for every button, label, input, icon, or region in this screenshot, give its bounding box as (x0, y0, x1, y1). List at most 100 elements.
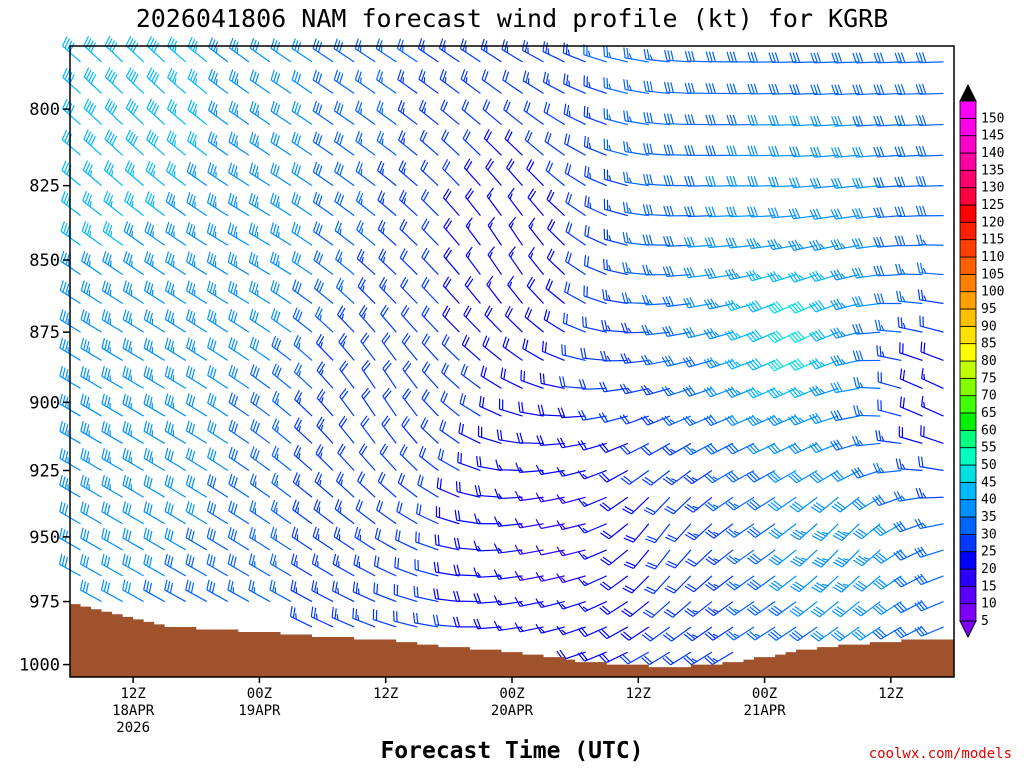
wind-barb (768, 549, 797, 566)
wind-barb (768, 575, 797, 592)
wind-barb (852, 575, 881, 592)
wind-barb (661, 385, 692, 397)
wind-barb (122, 309, 144, 333)
colorbar-swatch (959, 117, 977, 137)
wind-barb (545, 278, 565, 304)
wind-barb (643, 112, 670, 126)
wind-barb (546, 248, 566, 276)
wind-barb (541, 340, 565, 361)
wind-barb (185, 527, 208, 551)
wind-barb (643, 143, 670, 156)
wind-barb (398, 189, 418, 217)
wind-barb (642, 234, 670, 246)
wind-barb (810, 496, 839, 514)
wind-barb (228, 100, 250, 126)
wind-barb (872, 462, 902, 474)
wind-barb (577, 575, 607, 587)
wind-barb (623, 110, 649, 126)
wind-barb (704, 469, 734, 484)
wind-barb (82, 190, 102, 217)
wind-barb (292, 307, 313, 333)
wind-barb (746, 469, 776, 483)
wind-barb (577, 601, 607, 613)
wind-barb (357, 471, 376, 498)
wind-barb (421, 218, 439, 246)
wind-barb (601, 319, 628, 333)
wind-barb (250, 391, 271, 417)
wind-barb (682, 442, 713, 456)
wind-barb (397, 472, 418, 498)
wind-barb (810, 626, 839, 642)
wind-barb (747, 52, 776, 63)
wind-barb (914, 625, 944, 637)
wind-barb (293, 417, 313, 444)
wind-barb (164, 280, 187, 305)
colorbar-label: 50 (981, 458, 997, 473)
wind-barb (564, 133, 586, 156)
colorbar-label: 35 (981, 510, 997, 525)
colorbar-bottom-arrow (959, 620, 977, 639)
colorbar-label: 100 (981, 285, 1004, 300)
colorbar-swatch (959, 568, 977, 587)
wind-barb (768, 523, 797, 539)
wind-barb (227, 553, 250, 577)
wind-barb (581, 316, 607, 333)
wind-barb (373, 555, 397, 577)
wind-barb (460, 69, 481, 94)
wind-barb (101, 553, 123, 577)
wind-barb (185, 280, 208, 305)
wind-barb (641, 442, 671, 456)
wind-barb (61, 129, 81, 156)
wind-barb (623, 549, 650, 569)
colorbar-swatch (959, 100, 977, 119)
wind-barb (290, 579, 313, 603)
wind-barb (440, 99, 460, 126)
wind-barb (270, 38, 292, 63)
wind-barb (59, 474, 81, 498)
wind-barb (546, 189, 566, 217)
wind-barb (663, 113, 691, 126)
wind-barb (684, 114, 712, 126)
wind-barb (402, 388, 418, 417)
wind-barb (185, 447, 208, 471)
wind-barb (852, 523, 881, 540)
wind-barb (535, 623, 565, 634)
colorbar-label: 60 (981, 423, 997, 438)
wind-barb (767, 469, 797, 483)
wind-barb (83, 35, 102, 63)
wind-barb (851, 626, 881, 641)
wind-barb (873, 177, 902, 189)
wind-barb (421, 361, 439, 389)
wind-barb (535, 519, 565, 530)
wind-barb (875, 429, 902, 445)
wind-barb (167, 67, 187, 94)
wind-barb (483, 128, 502, 156)
wind-barb (684, 523, 713, 541)
wind-barb (125, 67, 145, 94)
wind-barb (556, 520, 586, 531)
wind-barb (682, 385, 713, 397)
wind-barb (185, 420, 208, 444)
wind-barb (316, 416, 334, 444)
wind-barb (291, 162, 313, 187)
wind-barb (643, 48, 670, 63)
wind-barb (584, 165, 607, 187)
wind-barb (830, 409, 860, 422)
wind-barb (664, 496, 692, 515)
wind-barb (164, 474, 187, 498)
wind-barb (292, 472, 313, 498)
wind-barb (682, 356, 713, 368)
wind-barb (420, 159, 439, 187)
wind-barb (524, 307, 544, 333)
wind-barb (439, 69, 460, 94)
wind-barb (227, 579, 250, 603)
wind-barb (355, 100, 376, 126)
wind-barb (80, 553, 102, 577)
wind-barb (62, 67, 81, 94)
wind-barb (80, 421, 102, 444)
wind-barb (564, 162, 586, 187)
y-tick-label: 1000 (19, 656, 60, 676)
wind-barb (104, 35, 124, 63)
wind-barb (514, 518, 544, 529)
